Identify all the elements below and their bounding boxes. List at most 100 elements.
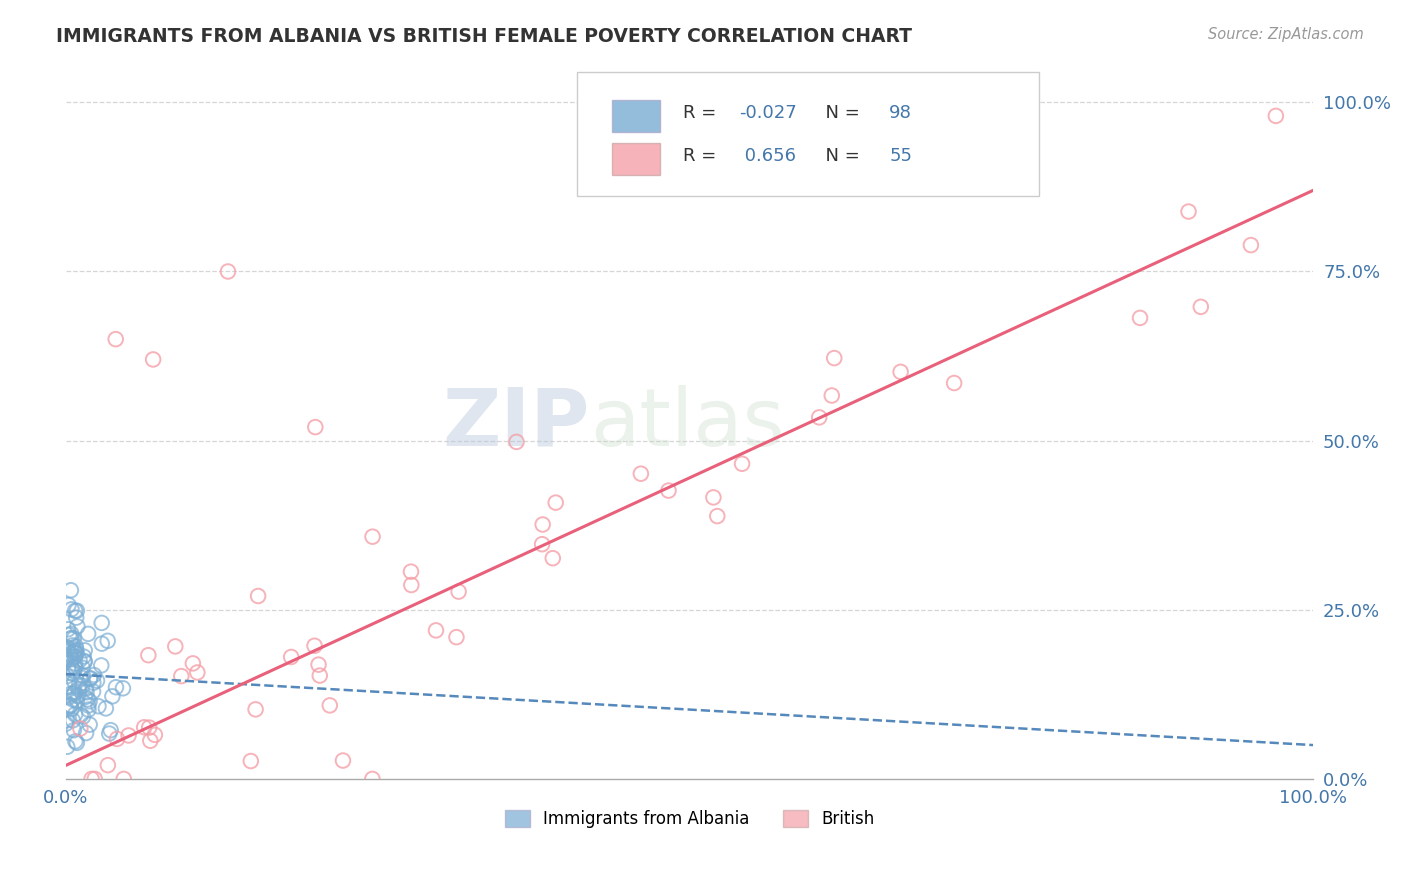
Point bbox=[245, 702, 267, 716]
Point bbox=[361, 530, 384, 544]
Point bbox=[75, 726, 97, 740]
Point bbox=[731, 457, 754, 471]
Point bbox=[544, 495, 567, 509]
Point bbox=[83, 668, 105, 682]
Point bbox=[77, 703, 100, 717]
Point bbox=[823, 351, 845, 365]
Point bbox=[100, 723, 122, 738]
Text: 98: 98 bbox=[889, 104, 912, 122]
Point bbox=[67, 678, 90, 692]
Point bbox=[60, 602, 83, 616]
Point bbox=[87, 699, 110, 714]
Point bbox=[65, 657, 87, 671]
Point bbox=[77, 627, 100, 641]
Text: 55: 55 bbox=[889, 147, 912, 165]
Text: 0.656: 0.656 bbox=[740, 147, 796, 165]
Point bbox=[69, 653, 91, 667]
Point bbox=[86, 673, 108, 688]
Point bbox=[63, 687, 86, 701]
Point bbox=[76, 685, 98, 699]
Point bbox=[446, 630, 468, 644]
Point bbox=[98, 726, 121, 740]
Point bbox=[63, 664, 86, 678]
Point bbox=[143, 728, 166, 742]
Point bbox=[73, 654, 96, 668]
Point bbox=[447, 584, 470, 599]
Point bbox=[56, 669, 79, 683]
Point bbox=[79, 671, 101, 685]
Point bbox=[60, 663, 83, 677]
Point bbox=[79, 694, 101, 708]
Point bbox=[56, 661, 79, 675]
Point bbox=[808, 410, 831, 425]
Point bbox=[62, 714, 84, 728]
Point bbox=[59, 583, 82, 598]
Point bbox=[425, 624, 447, 638]
Point bbox=[304, 639, 326, 653]
Point bbox=[62, 666, 84, 681]
Point bbox=[59, 649, 82, 664]
Point bbox=[90, 637, 112, 651]
Point bbox=[361, 772, 384, 786]
Point bbox=[58, 680, 80, 694]
Point bbox=[319, 698, 342, 713]
Point bbox=[657, 483, 679, 498]
Point bbox=[541, 551, 564, 566]
FancyBboxPatch shape bbox=[578, 72, 1039, 196]
Point bbox=[58, 628, 80, 642]
Point bbox=[139, 733, 162, 747]
Point bbox=[65, 647, 87, 661]
Point bbox=[111, 681, 134, 696]
Point bbox=[72, 649, 94, 664]
Point bbox=[63, 723, 86, 738]
Point bbox=[66, 736, 89, 750]
Point bbox=[104, 680, 127, 694]
Point bbox=[63, 659, 86, 673]
Point bbox=[94, 701, 117, 715]
Point bbox=[170, 669, 193, 683]
Point bbox=[702, 491, 724, 505]
Text: Source: ZipAtlas.com: Source: ZipAtlas.com bbox=[1208, 27, 1364, 42]
Point bbox=[181, 657, 204, 671]
Point bbox=[79, 672, 101, 686]
FancyBboxPatch shape bbox=[612, 143, 659, 175]
Point bbox=[65, 661, 87, 675]
Text: -0.027: -0.027 bbox=[740, 104, 797, 122]
Point bbox=[56, 651, 79, 665]
Point bbox=[60, 686, 83, 700]
Point bbox=[62, 638, 84, 652]
Point bbox=[66, 689, 89, 703]
Point bbox=[1264, 109, 1286, 123]
Point bbox=[65, 647, 87, 661]
Point bbox=[1129, 310, 1152, 325]
Point bbox=[142, 352, 165, 367]
Point bbox=[83, 772, 105, 786]
Point bbox=[401, 578, 423, 592]
Text: N =: N = bbox=[814, 104, 866, 122]
Point bbox=[60, 626, 83, 640]
Point bbox=[1189, 300, 1212, 314]
Point bbox=[399, 565, 422, 579]
Text: R =: R = bbox=[683, 104, 723, 122]
Point bbox=[62, 632, 84, 646]
Point bbox=[280, 650, 302, 665]
Point bbox=[308, 668, 330, 682]
Point bbox=[101, 690, 124, 704]
Point bbox=[73, 655, 96, 669]
Point bbox=[59, 632, 82, 646]
Point bbox=[890, 365, 912, 379]
Point bbox=[60, 631, 83, 645]
Point bbox=[821, 388, 844, 402]
Point bbox=[531, 517, 554, 532]
Point bbox=[77, 698, 100, 713]
Point bbox=[186, 665, 208, 680]
Point bbox=[73, 690, 96, 704]
Point bbox=[75, 681, 97, 696]
Point bbox=[65, 610, 87, 624]
Point bbox=[63, 644, 86, 658]
Point bbox=[217, 264, 239, 278]
Point bbox=[55, 714, 77, 728]
Point bbox=[66, 604, 89, 618]
Point bbox=[63, 604, 86, 618]
Point bbox=[55, 716, 77, 731]
